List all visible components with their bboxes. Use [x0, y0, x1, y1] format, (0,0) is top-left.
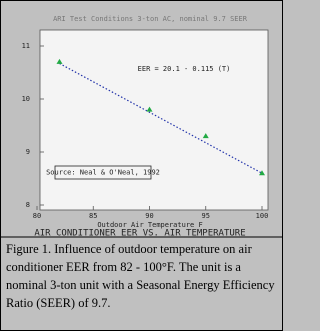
x-tick-label: 85	[89, 212, 97, 220]
source: Source: Neal & O'Neal, 1992	[46, 169, 160, 177]
chart-title: ARI Test Conditions 3-ton AC, nominal 9.…	[53, 15, 248, 23]
figure: ARI Test Conditions 3-ton AC, nominal 9.…	[0, 0, 283, 331]
point	[146, 106, 153, 112]
y-tick-label: 8	[26, 201, 30, 209]
x-tick-label: 95	[202, 212, 210, 220]
plot-area	[39, 29, 269, 211]
caption-line: nominal 3-ton unit with a Seasonal Energ…	[6, 278, 275, 292]
y-tick-label: 11	[22, 42, 30, 50]
x-tick-label: 80	[33, 212, 41, 220]
point	[202, 133, 209, 139]
point	[56, 58, 63, 64]
chart-subtitle: AIR CONDITIONER EER VS. AIR TEMPERATURE	[34, 229, 245, 239]
point	[259, 170, 265, 176]
y-tick-label: 10	[22, 95, 30, 103]
page: ARI Test Conditions 3-ton AC, nominal 9.…	[0, 0, 283, 331]
x-tick-label: 100	[256, 212, 269, 220]
x-axis-label: Outdoor Air Temperature F	[97, 221, 202, 229]
source-box	[54, 165, 152, 180]
caption-line: Ratio (SEER) of 9.7.	[6, 296, 111, 310]
caption-line: Figure 1. Influence of outdoor temperatu…	[6, 242, 253, 256]
x-tick-label: 90	[145, 212, 153, 220]
caption-line: conditioner EER from 82 - 100°F. The uni…	[6, 260, 241, 274]
equation: EER = 20.1 - 0.115 (T)	[138, 65, 231, 73]
y-tick-label: 9	[26, 148, 30, 156]
